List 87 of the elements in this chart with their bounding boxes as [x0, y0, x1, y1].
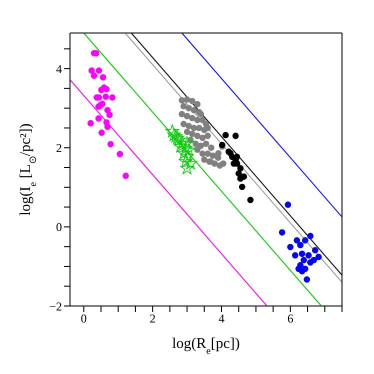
point [178, 97, 186, 104]
point [98, 86, 105, 94]
point [237, 175, 244, 182]
point [302, 237, 308, 244]
point [180, 136, 194, 150]
point [87, 120, 94, 126]
point [300, 256, 307, 264]
point [90, 72, 98, 79]
point [304, 276, 310, 283]
point [180, 150, 194, 163]
point [247, 196, 254, 204]
point [102, 94, 109, 100]
point [177, 146, 191, 160]
point [192, 140, 199, 147]
point [220, 160, 226, 167]
point [190, 106, 198, 114]
point [312, 247, 318, 254]
point [234, 154, 240, 160]
point [222, 132, 229, 138]
x-axis-title: log(R$_{e}$[pc]) [172, 336, 240, 356]
x-tick-label: 4 [218, 312, 224, 326]
point [215, 150, 222, 156]
point [180, 161, 194, 174]
x-tick-label: 6 [287, 312, 294, 326]
point [166, 124, 180, 138]
point [292, 252, 298, 259]
point [201, 156, 208, 163]
point [284, 202, 292, 208]
point [122, 172, 129, 180]
point [180, 120, 187, 128]
point [186, 122, 192, 130]
point [295, 266, 302, 272]
point [305, 252, 312, 259]
y-tick-label: 4 [56, 62, 62, 76]
y-tick-label: 0 [56, 220, 62, 234]
point [310, 256, 317, 264]
point [104, 124, 111, 130]
point [194, 101, 201, 108]
point [298, 250, 306, 257]
point [199, 134, 206, 142]
point [315, 254, 322, 260]
point [204, 150, 211, 157]
point [186, 104, 192, 112]
point [95, 115, 102, 122]
point [178, 110, 186, 118]
x-tick-label: 0 [80, 312, 87, 326]
point [184, 156, 198, 170]
point [116, 150, 124, 158]
point [232, 132, 239, 140]
point [278, 229, 286, 236]
y-tick-label: 2 [56, 141, 62, 155]
point [189, 98, 196, 104]
point [107, 140, 114, 148]
point [96, 67, 102, 74]
point [194, 132, 201, 140]
point [98, 130, 105, 136]
point [178, 154, 192, 168]
point [287, 244, 294, 250]
point [237, 165, 244, 172]
point [100, 74, 106, 80]
point [184, 128, 190, 136]
point [109, 94, 116, 101]
point [182, 143, 196, 156]
point [208, 144, 214, 151]
point [180, 103, 187, 110]
point [202, 140, 210, 147]
point [194, 146, 201, 153]
y-tick-label: −2 [49, 299, 62, 314]
point [204, 132, 211, 140]
point [236, 170, 242, 177]
point [174, 139, 188, 152]
point [238, 184, 246, 190]
point [297, 242, 304, 248]
point [88, 67, 95, 74]
point [189, 114, 196, 122]
x-tick-label: 2 [150, 312, 156, 326]
point [307, 232, 314, 240]
point [184, 112, 190, 120]
point [106, 112, 113, 118]
point [178, 141, 192, 154]
point [204, 124, 211, 132]
point [103, 86, 110, 92]
point [189, 130, 196, 138]
point [175, 136, 189, 150]
point [196, 124, 202, 132]
point [294, 237, 300, 244]
point [210, 152, 216, 159]
